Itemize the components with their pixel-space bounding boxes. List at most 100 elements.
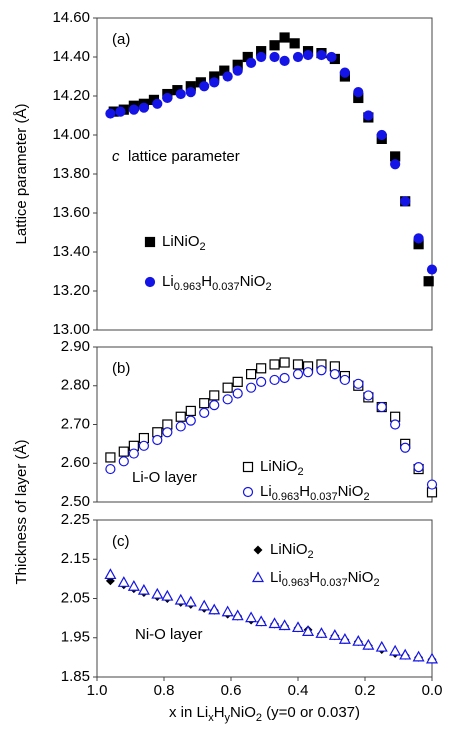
marker-circle	[376, 401, 387, 413]
y-tick-label: 13.00	[52, 321, 90, 338]
x-tick-label: 0.8	[154, 682, 175, 699]
marker-circle	[199, 407, 210, 418]
y-tick-label: 1.95	[61, 629, 90, 646]
marker-circle	[222, 394, 233, 405]
panel-label: (b)	[112, 360, 130, 377]
marker-square	[199, 398, 210, 409]
marker-circle	[390, 419, 401, 430]
marker-circle	[138, 440, 149, 451]
marker-diamond	[253, 545, 263, 555]
y-tick-label: 2.25	[61, 511, 90, 528]
marker-triangle	[328, 629, 341, 640]
marker-triangle	[352, 634, 365, 646]
marker-circle	[353, 378, 364, 389]
marker-circle	[175, 88, 186, 100]
x-tick-label: 0.2	[355, 682, 376, 699]
marker-circle	[242, 486, 254, 498]
marker-triangle	[268, 617, 281, 629]
marker-triangle	[362, 638, 375, 650]
marker-triangle	[255, 615, 268, 627]
marker-square	[232, 376, 243, 387]
marker-circle	[199, 81, 210, 92]
legend-label: Li0.963H0.037NiO2​	[270, 569, 380, 589]
y-tick-label: 1.85	[61, 668, 90, 685]
annotation: c	[112, 148, 120, 165]
marker-triangle	[117, 576, 130, 587]
marker-circle	[222, 71, 233, 82]
marker-square	[175, 411, 186, 422]
marker-circle	[162, 427, 173, 438]
y-tick-label: 2.60	[61, 454, 90, 471]
marker-square	[242, 461, 254, 473]
marker-circle	[246, 382, 257, 393]
marker-square	[256, 363, 267, 374]
y-tick-label: 13.20	[52, 282, 90, 299]
marker-triangle	[375, 640, 388, 652]
marker-triangle	[315, 627, 328, 638]
y-tick-label: 13.60	[52, 204, 90, 221]
marker-triangle	[161, 589, 174, 601]
marker-circle	[185, 86, 196, 98]
marker-triangle	[198, 599, 211, 611]
marker-circle	[256, 376, 267, 387]
marker-triangle	[425, 652, 439, 664]
marker-triangle	[302, 625, 315, 636]
marker-circle	[363, 110, 374, 121]
y-tick-label: 2.50	[61, 493, 90, 510]
marker-square	[289, 38, 300, 49]
marker-square	[209, 390, 220, 401]
marker-triangle	[208, 603, 221, 615]
marker-circle	[152, 98, 163, 109]
x-tick-label: 1.0	[87, 682, 108, 699]
y-tick-label: 14.20	[52, 87, 90, 104]
legend-label: Li0.963H0.037NiO2​	[162, 273, 272, 293]
marker-circle	[175, 421, 186, 432]
marker-circle	[128, 104, 139, 115]
marker-triangle	[245, 611, 258, 623]
marker-circle	[209, 400, 220, 411]
marker-circle	[376, 129, 387, 141]
legend-label: Li0.963H0.037NiO2​	[260, 483, 370, 503]
marker-circle	[118, 456, 129, 467]
marker-circle	[426, 264, 438, 275]
marker-square	[279, 357, 290, 368]
marker-triangle	[291, 621, 305, 633]
marker-square	[292, 359, 304, 370]
marker-circle	[152, 434, 163, 446]
marker-circle	[316, 49, 327, 61]
marker-circle	[302, 367, 314, 378]
marker-circle	[329, 369, 340, 380]
annotation: lattice parameter	[128, 148, 240, 165]
marker-diamond	[105, 576, 115, 586]
marker-circle	[279, 372, 290, 384]
marker-square	[246, 369, 257, 380]
marker-triangle	[278, 619, 291, 631]
marker-triangle	[151, 587, 164, 599]
marker-circle	[269, 51, 280, 63]
y-tick-label: 2.15	[61, 550, 90, 567]
marker-circle	[390, 159, 401, 170]
marker-circle	[326, 51, 337, 63]
marker-circle	[413, 233, 424, 244]
legend-label: LiNiO2​	[162, 233, 206, 253]
marker-triangle	[412, 650, 425, 662]
marker-triangle	[137, 583, 150, 595]
x-axis-title: x in LixHyNiO2 (y=0 or 0.037)	[169, 704, 360, 724]
marker-circle	[400, 442, 411, 453]
y-tick-label: 14.60	[52, 9, 90, 26]
marker-circle	[426, 479, 438, 490]
y-axis-title: Thickness of layer (Å)	[13, 439, 30, 584]
marker-circle	[316, 365, 327, 376]
marker-circle	[339, 67, 350, 78]
marker-triangle	[389, 644, 402, 656]
marker-triangle	[127, 579, 140, 591]
marker-circle	[292, 51, 304, 63]
marker-circle	[162, 92, 173, 104]
marker-square	[423, 276, 434, 287]
marker-circle	[128, 448, 139, 459]
y-axis-title: Lattice parameter (Å)	[13, 104, 30, 245]
panel-label: (a)	[112, 31, 130, 48]
marker-triangle	[399, 648, 412, 660]
marker-square	[269, 40, 280, 51]
